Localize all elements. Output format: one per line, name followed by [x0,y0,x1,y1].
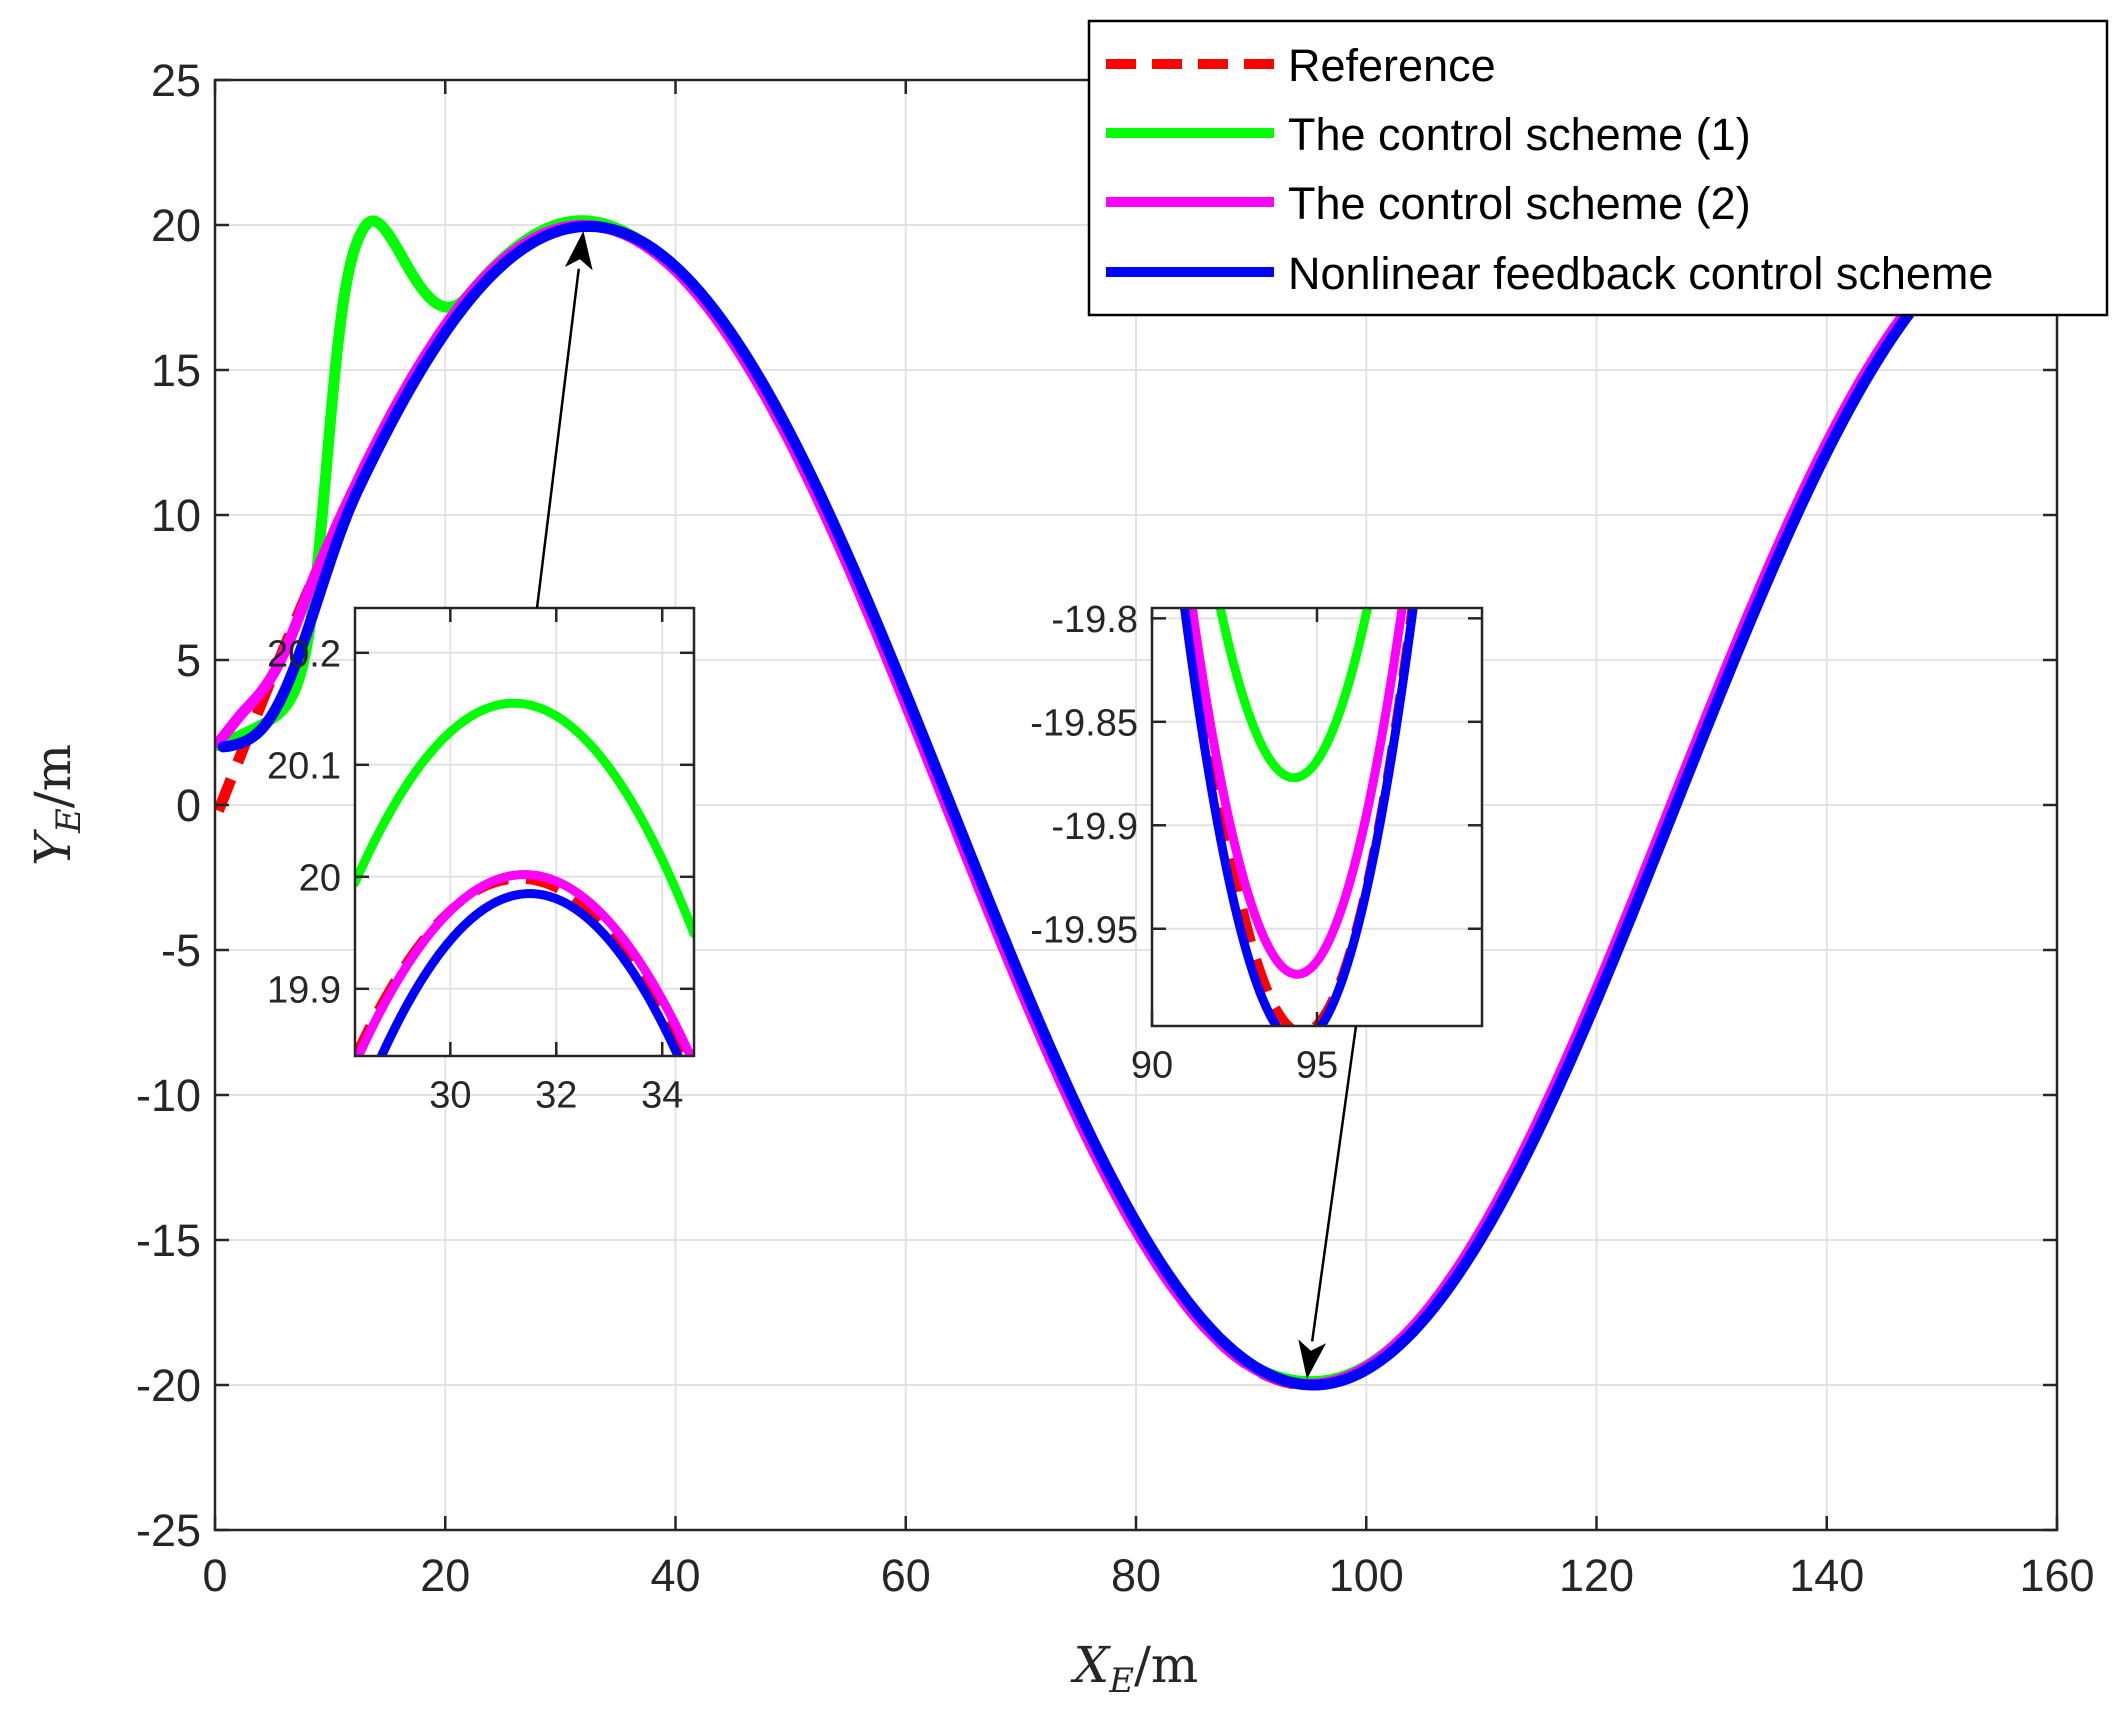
inset1-y-tick-label-20p1: 20.1 [267,745,341,787]
inset-trough-x-tick-labels: 90 95 [1131,1044,1338,1086]
inset-peak-x-tick-labels: 30 32 34 [429,1074,683,1116]
inset1-series-line-scheme-2 [355,870,694,1056]
inset1-x-tick-label-32: 32 [535,1074,577,1116]
inset-peak-grid [355,608,694,1056]
inset-peak-y-tick-labels: 20.2 20.1 20 19.9 [267,633,341,1011]
inset-peak: 30 32 34 20.2 20.1 20 19.9 [267,606,696,1116]
main-y-tick-label-25: 25 [151,55,201,106]
inset2-series-line-nonlinear [1179,608,1418,1026]
x-axis-subscript: E [1108,1661,1134,1701]
inset2-y-tick-label-neg19p95: -19.95 [1030,909,1138,951]
inset1-series-line-nonlinear [376,889,684,1056]
x-axis-label: XE/m [1070,1636,1199,1701]
inset2-series-line-scheme-1 [1215,608,1373,783]
inset1-y-tick-label-20p2: 20.2 [267,633,341,675]
inset-peak-series [355,698,694,1056]
inset1-series-line-scheme-1 [355,698,694,939]
inset1-y-tick-label-19p9: 19.9 [267,969,341,1011]
main-y-tick-label-neg10: -10 [136,1070,201,1121]
main-x-tick-label-40: 40 [650,1550,700,1601]
legend-label-scheme-2: The control scheme (2) [1288,178,1751,229]
main-y-tick-label-neg5: -5 [161,925,201,976]
zoom-arrow-trough-line [1310,1025,1358,1342]
main-x-tick-label-140: 140 [1789,1550,1864,1601]
zoom-arrows [535,231,1358,1379]
inset2-series-line-scheme-2 [1187,608,1407,979]
zoom-arrow-peak-line [535,268,580,609]
main-x-tick-label-80: 80 [1111,1550,1161,1601]
main-x-tick-label-100: 100 [1329,1550,1404,1601]
inset1-y-tick-label-20: 20 [299,857,341,899]
inset-trough: 90 95 -19.8 -19.85 -19.9 -19.95 [1030,599,1484,1086]
inset-trough-ticks [1150,608,1482,1026]
main-y-tick-label-neg25: -25 [136,1505,201,1556]
main-x-tick-label-160: 160 [2019,1550,2094,1601]
inset2-x-tick-label-95: 95 [1296,1044,1338,1086]
main-series-line-nonlinear [217,219,2057,1391]
main-y-tick-label-20: 20 [151,200,201,251]
main-x-tick-label-120: 120 [1559,1550,1634,1601]
y-axis-subscript: E [49,808,89,834]
zoom-arrow-peak-head [564,231,593,271]
x-axis-unit: /m [1134,1636,1198,1694]
legend-label-nonlinear: Nonlinear feedback control scheme [1288,248,1993,299]
main-y-tick-labels: 25 20 15 10 5 0 -5 -10 -15 -20 -25 [136,55,201,1556]
main-y-tick-label-0: 0 [176,780,201,831]
y-axis-var: Y [24,829,82,866]
main-x-tick-label-20: 20 [420,1550,470,1601]
inset-peak-box [353,606,696,1058]
inset2-x-tick-label-90: 90 [1131,1044,1173,1086]
inset-peak-ticks [355,608,694,1056]
inset2-y-tick-label-neg19p8: -19.8 [1051,599,1138,641]
legend-box [1087,19,2109,317]
main-y-tick-label-neg20: -20 [136,1360,201,1411]
main-y-tick-label-5: 5 [176,635,201,686]
inset1-x-tick-label-30: 30 [429,1074,471,1116]
y-axis-label: YE/m [24,744,89,866]
inset2-y-tick-label-neg19p9: -19.9 [1051,806,1138,848]
main-y-tick-label-neg15: -15 [136,1215,201,1266]
legend: Reference The control scheme (1) The con… [1087,19,2109,317]
main-x-tick-label-0: 0 [202,1550,227,1601]
main-x-tick-labels: 0 20 40 60 80 100 120 140 160 [202,1550,2094,1601]
legend-label-scheme-1: The control scheme (1) [1288,109,1751,160]
x-axis-var: X [1070,1636,1112,1694]
zoom-arrow-trough-head [1298,1339,1327,1379]
inset2-y-tick-label-neg19p85: -19.85 [1030,702,1138,744]
main-series [215,215,2057,1391]
main-y-tick-label-10: 10 [151,490,201,541]
main-y-tick-label-15: 15 [151,345,201,396]
y-axis-unit: /m [24,744,82,808]
main-x-tick-label-60: 60 [881,1550,931,1601]
legend-label-reference: Reference [1288,40,1496,91]
inset1-x-tick-label-34: 34 [641,1074,683,1116]
inset-trough-y-tick-labels: -19.8 -19.85 -19.9 -19.95 [1030,599,1138,951]
